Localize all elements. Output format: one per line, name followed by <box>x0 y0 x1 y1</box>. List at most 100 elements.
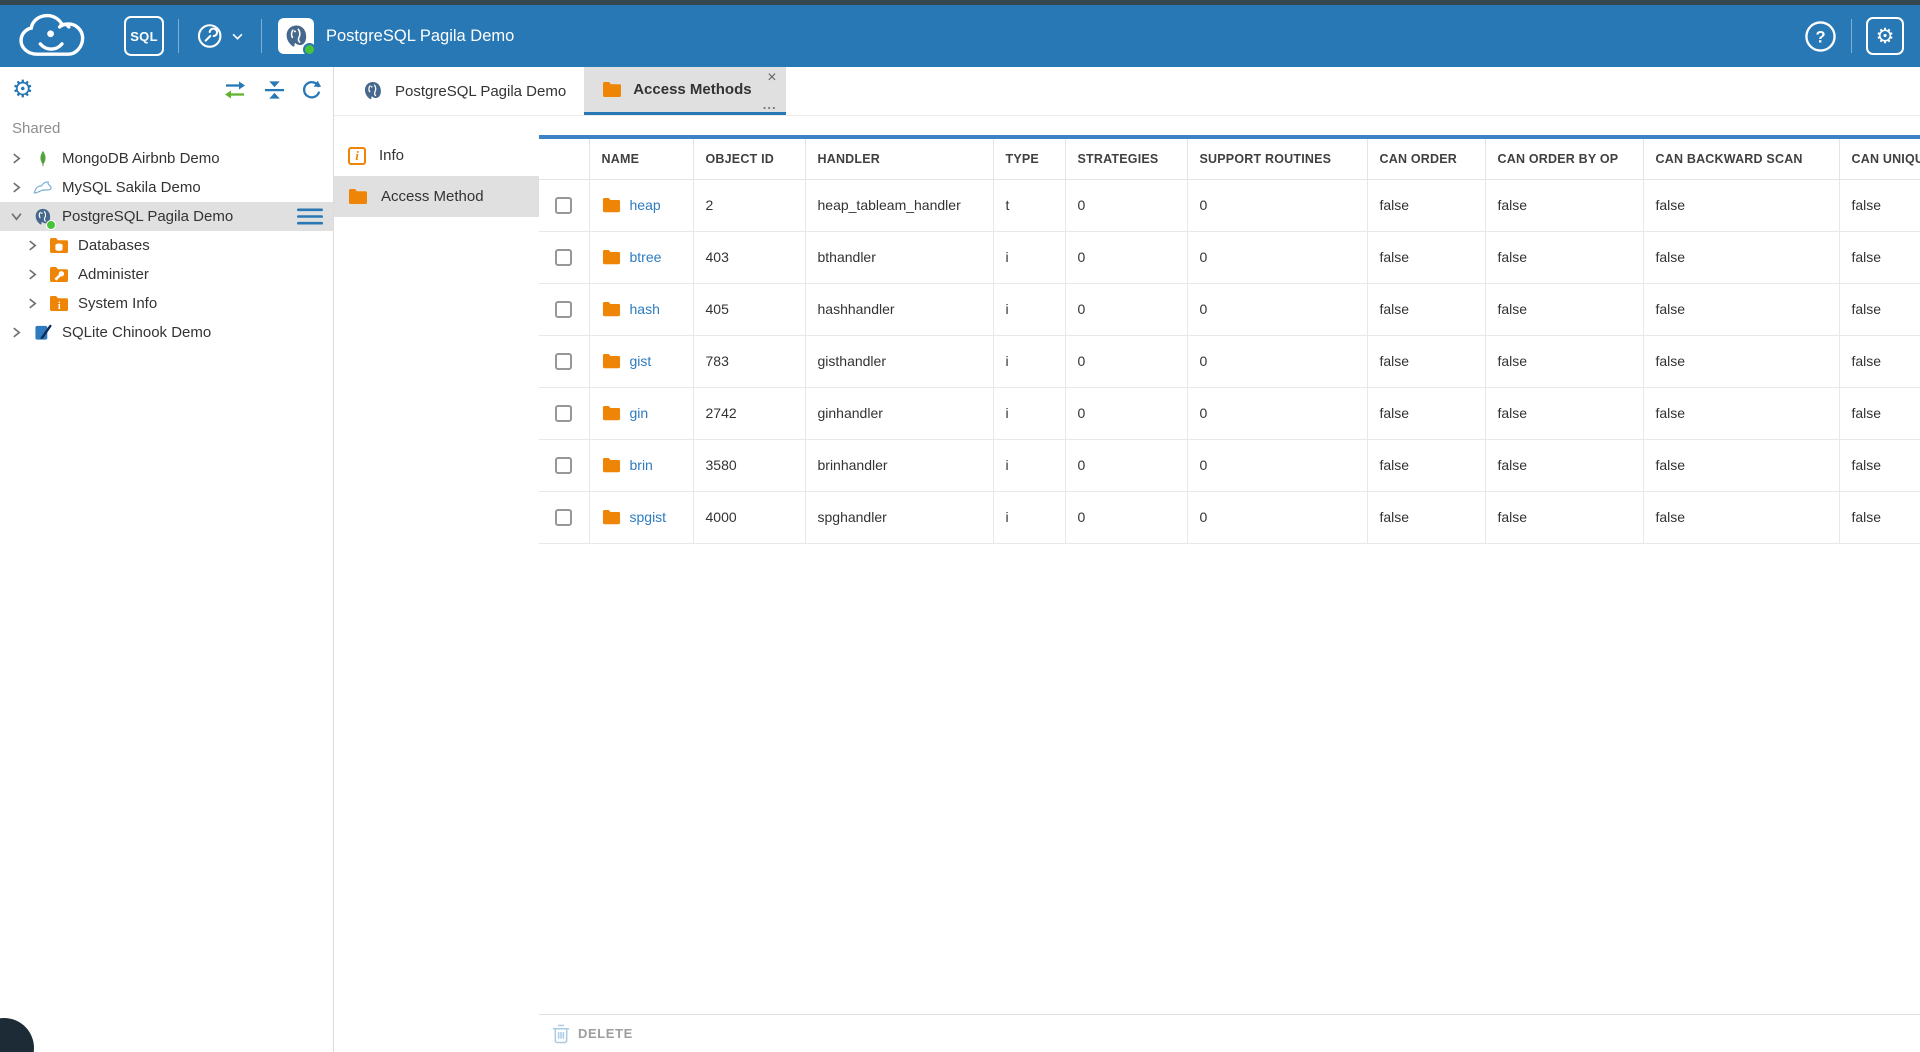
cell-handler[interactable]: hashhandler <box>805 283 994 336</box>
cell-can_backward_scan[interactable]: false <box>1643 283 1840 336</box>
chevron-right-icon[interactable] <box>24 298 40 309</box>
tree-item-system-info[interactable]: i System Info <box>0 289 333 318</box>
tree-item-postgresql-pagila-demo[interactable]: PostgreSQL Pagila Demo <box>0 202 333 231</box>
cell-can_order_by_op[interactable]: false <box>1485 439 1644 492</box>
cell-support_routines[interactable]: 0 <box>1187 231 1368 284</box>
cell-name[interactable]: brin <box>589 439 694 492</box>
cell-object_id[interactable]: 403 <box>693 231 806 284</box>
cell-handler[interactable]: ginhandler <box>805 387 994 440</box>
cell-can_unique[interactable]: false <box>1839 439 1920 492</box>
cell-can_order[interactable]: false <box>1367 283 1486 336</box>
cell-can_unique[interactable]: false <box>1839 335 1920 388</box>
cell-can_order_by_op[interactable]: false <box>1485 335 1644 388</box>
cell-support_routines[interactable]: 0 <box>1187 387 1368 440</box>
row-checkbox[interactable] <box>555 508 573 526</box>
cell-name[interactable]: hash <box>589 283 694 336</box>
cell-name[interactable]: heap <box>589 179 694 232</box>
tab-access-methods[interactable]: Access Methods × ... <box>584 67 786 115</box>
cell-can_unique[interactable]: false <box>1839 491 1920 544</box>
cell-can_unique[interactable]: false <box>1839 231 1920 284</box>
active-connection[interactable]: PostgreSQL Pagila Demo <box>278 18 514 56</box>
cloudbeaver-logo[interactable] <box>16 11 92 61</box>
cell-type[interactable]: i <box>993 283 1066 336</box>
cell-support_routines[interactable]: 0 <box>1187 283 1368 336</box>
cell-strategies[interactable]: 0 <box>1065 491 1188 544</box>
tree-item-mongodb-airbnb-demo[interactable]: MongoDB Airbnb Demo <box>0 144 333 173</box>
cell-can_backward_scan[interactable]: false <box>1643 179 1840 232</box>
tab-more-icon[interactable]: ... <box>762 97 777 112</box>
cell-type[interactable]: i <box>993 335 1066 388</box>
settings-button[interactable]: ⚙ <box>1866 17 1904 55</box>
cell-object_id[interactable]: 2 <box>693 179 806 232</box>
cell-can_unique[interactable]: false <box>1839 387 1920 440</box>
cell-object_id[interactable]: 783 <box>693 335 806 388</box>
access-method-link[interactable]: heap <box>629 196 661 213</box>
cell-can_order_by_op[interactable]: false <box>1485 387 1644 440</box>
row-checkbox[interactable] <box>555 300 573 318</box>
cell-can_order[interactable]: false <box>1367 491 1486 544</box>
chevron-down-icon[interactable] <box>8 212 24 221</box>
cell-support_routines[interactable]: 0 <box>1187 179 1368 232</box>
panel-item-access-method[interactable]: Access Method <box>334 176 539 217</box>
access-method-link[interactable]: brin <box>629 456 653 473</box>
cell-object_id[interactable]: 405 <box>693 283 806 336</box>
refresh-icon[interactable] <box>300 79 323 101</box>
help-icon[interactable]: ? <box>1804 20 1837 53</box>
cell-support_routines[interactable]: 0 <box>1187 439 1368 492</box>
cell-can_backward_scan[interactable]: false <box>1643 491 1840 544</box>
tab-postgresql-pagila-demo[interactable]: PostgreSQL Pagila Demo <box>344 67 584 115</box>
row-checkbox[interactable] <box>555 404 573 422</box>
chevron-right-icon[interactable] <box>8 182 24 193</box>
cell-support_routines[interactable]: 0 <box>1187 335 1368 388</box>
cell-strategies[interactable]: 0 <box>1065 179 1188 232</box>
cell-can_backward_scan[interactable]: false <box>1643 387 1840 440</box>
cell-strategies[interactable]: 0 <box>1065 283 1188 336</box>
cell-type[interactable]: t <box>993 179 1066 232</box>
cell-type[interactable]: i <box>993 231 1066 284</box>
panel-item-info[interactable]: i Info <box>334 135 539 176</box>
cell-name[interactable]: spgist <box>589 491 694 544</box>
cell-type[interactable]: i <box>993 439 1066 492</box>
cell-object_id[interactable]: 3580 <box>693 439 806 492</box>
tree-item-mysql-sakila-demo[interactable]: MySQL Sakila Demo <box>0 173 333 202</box>
tree-item-sqlite-chinook-demo[interactable]: SQLite Chinook Demo <box>0 318 333 347</box>
row-checkbox[interactable] <box>555 456 573 474</box>
cell-can_order[interactable]: false <box>1367 387 1486 440</box>
cell-strategies[interactable]: 0 <box>1065 231 1188 284</box>
cell-can_backward_scan[interactable]: false <box>1643 231 1840 284</box>
sql-editor-button[interactable]: SQL <box>124 16 164 56</box>
cell-handler[interactable]: brinhandler <box>805 439 994 492</box>
settings-gear-icon[interactable]: ⚙ <box>12 75 34 103</box>
access-method-link[interactable]: gin <box>629 404 649 421</box>
row-checkbox[interactable] <box>555 352 573 370</box>
tree-item-administer[interactable]: Administer <box>0 260 333 289</box>
chevron-right-icon[interactable] <box>24 269 40 280</box>
cell-object_id[interactable]: 4000 <box>693 491 806 544</box>
cell-type[interactable]: i <box>993 491 1066 544</box>
node-menu-icon[interactable] <box>297 208 323 225</box>
cell-can_order[interactable]: false <box>1367 231 1486 284</box>
cell-can_backward_scan[interactable]: false <box>1643 439 1840 492</box>
access-method-link[interactable]: hash <box>629 300 660 317</box>
cell-strategies[interactable]: 0 <box>1065 335 1188 388</box>
chevron-right-icon[interactable] <box>8 153 24 164</box>
cell-strategies[interactable]: 0 <box>1065 439 1188 492</box>
access-method-link[interactable]: btree <box>629 248 662 265</box>
cell-object_id[interactable]: 2742 <box>693 387 806 440</box>
cell-can_order[interactable]: false <box>1367 179 1486 232</box>
cell-can_order_by_op[interactable]: false <box>1485 179 1644 232</box>
access-method-link[interactable]: gist <box>629 352 652 369</box>
cell-handler[interactable]: bthandler <box>805 231 994 284</box>
access-method-link[interactable]: spgist <box>629 508 667 525</box>
chevron-right-icon[interactable] <box>24 240 40 251</box>
cell-can_backward_scan[interactable]: false <box>1643 335 1840 388</box>
cell-support_routines[interactable]: 0 <box>1187 491 1368 544</box>
sync-icon[interactable] <box>221 80 249 100</box>
cell-type[interactable]: i <box>993 387 1066 440</box>
cell-strategies[interactable]: 0 <box>1065 387 1188 440</box>
delete-button[interactable]: DELETE <box>552 1023 633 1044</box>
tree-item-databases[interactable]: Databases <box>0 231 333 260</box>
cell-can_order_by_op[interactable]: false <box>1485 283 1644 336</box>
cell-can_unique[interactable]: false <box>1839 283 1920 336</box>
cell-handler[interactable]: gisthandler <box>805 335 994 388</box>
